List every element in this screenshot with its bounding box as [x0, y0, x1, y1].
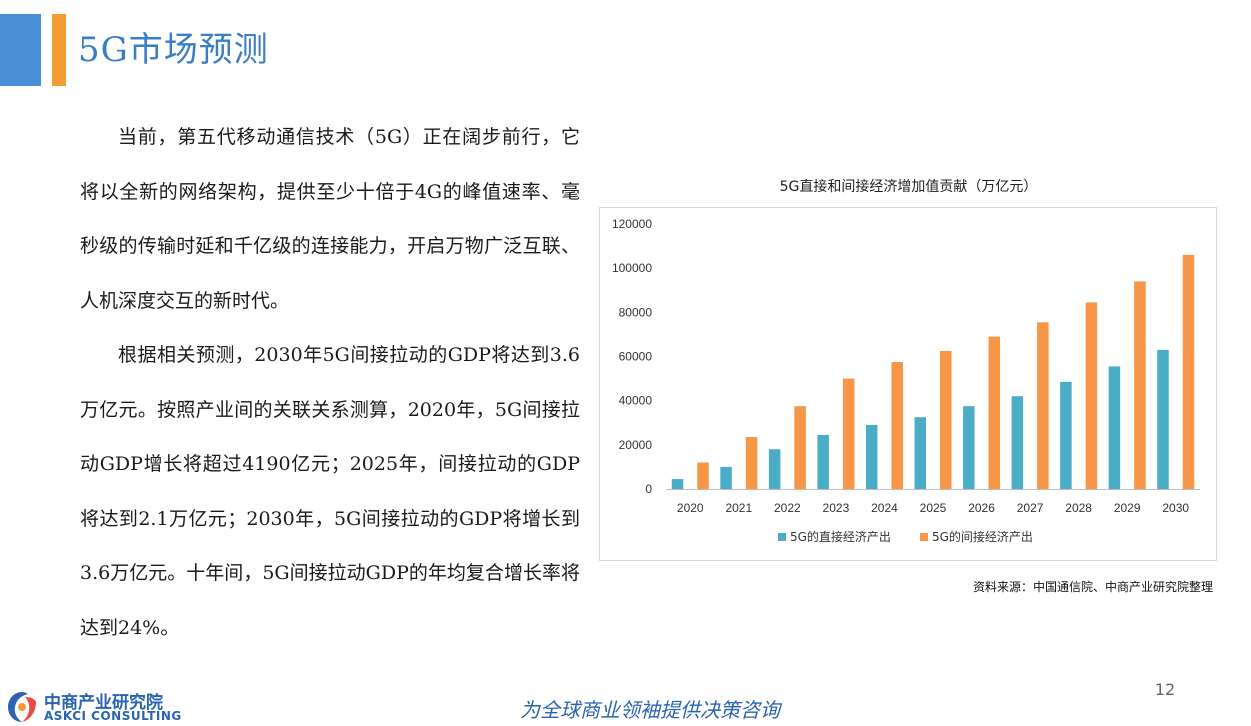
logo-mark-icon: [8, 692, 36, 722]
x-axis: 2020 2021 2022 2023 2024 2025 2026 2027 2028 2029…: [677, 501, 1189, 515]
footer-slogan: 为全球商业领袖提供决策咨询: [520, 698, 780, 722]
bar-direct-output: [1011, 396, 1024, 489]
x-tick-label: 2026: [968, 501, 995, 515]
bar-direct-output: [720, 466, 732, 489]
y-tick-label: 20000: [619, 438, 653, 452]
chart-container: 0 20000 40000 60000 80000 100000 120000 2020 20…: [599, 207, 1217, 561]
bar-indirect-output: [1085, 302, 1098, 489]
legend-label: 5G的直接经济产出: [790, 529, 891, 544]
logo-name-en: ASKCI CONSULTING: [44, 709, 182, 723]
y-tick-label: 40000: [619, 394, 653, 408]
bar-indirect-output: [1134, 281, 1146, 489]
legend-swatch: [778, 533, 786, 541]
logo-name-cn: 中商产业研究院: [44, 693, 163, 713]
paragraph-1: 当前，第五代移动通信技术（5G）正在阔步前行，它将以全新的网络架构，提供至少十倍…: [80, 126, 580, 312]
paragraph-2: 根据相关预测，2030年5G间接拉动的GDP将达到3.6万亿元。按照产业间的关联…: [80, 344, 580, 639]
legend-swatch: [920, 533, 928, 541]
y-tick-label: 120000: [612, 217, 652, 231]
bar-indirect-output: [1037, 322, 1049, 489]
y-axis: 0 20000 40000 60000 80000 100000 120000: [612, 217, 652, 496]
bar-direct-output: [865, 424, 878, 489]
legend-label: 5G的间接经济产出: [932, 529, 1033, 544]
bar-direct-output: [1157, 349, 1169, 489]
bar-indirect-output: [745, 437, 758, 489]
bar-direct-output: [671, 479, 684, 489]
x-tick-label: 2020: [677, 501, 704, 515]
bar-indirect-output: [794, 406, 806, 489]
bar-indirect-output: [940, 350, 952, 489]
bar-direct-output: [963, 406, 975, 489]
bar-direct-output: [1108, 366, 1121, 489]
x-tick-label: 2023: [823, 501, 850, 515]
x-tick-label: 2021: [725, 501, 752, 515]
x-tick-label: 2028: [1065, 501, 1092, 515]
bar-indirect-output: [697, 462, 709, 489]
header-accent-orange: [52, 14, 66, 86]
y-tick-label: 60000: [619, 350, 653, 364]
bar-direct-output: [768, 449, 781, 489]
body-text: 当前，第五代移动通信技术（5G）正在阔步前行，它将以全新的网络架构，提供至少十倍…: [80, 110, 580, 655]
y-tick-label: 0: [645, 482, 652, 496]
chart-title: 5G直接和间接经济增加值贡献（万亿元）: [779, 179, 1038, 195]
company-logo: 中商产业研究院 ASKCI CONSULTING: [6, 688, 206, 726]
header-accent-blue: [0, 14, 41, 86]
chart-legend: 5G的直接经济产出 5G的间接经济产出: [778, 529, 1033, 544]
bar-indirect-output: [988, 336, 1001, 489]
x-tick-label: 2022: [774, 501, 801, 515]
x-tick-label: 2025: [920, 501, 947, 515]
x-tick-label: 2029: [1114, 501, 1141, 515]
y-tick-label: 80000: [619, 305, 653, 319]
bar-indirect-output: [891, 362, 903, 489]
bar-direct-output: [914, 417, 926, 489]
y-tick-label: 100000: [612, 261, 652, 275]
x-tick-label: 2027: [1017, 501, 1044, 515]
page-number: 12: [1154, 680, 1176, 699]
bar-indirect-output: [1182, 254, 1195, 489]
bar-indirect-output: [842, 378, 855, 489]
source-note: 资料来源：中国通信院、中商产业研究院整理: [972, 580, 1213, 594]
bars: [671, 254, 1195, 489]
page-title: 5G市场预测: [78, 30, 269, 70]
bar-direct-output: [1060, 381, 1072, 489]
x-tick-label: 2024: [871, 501, 898, 515]
bar-direct-output: [817, 434, 829, 489]
x-tick-label: 2030: [1162, 501, 1189, 515]
